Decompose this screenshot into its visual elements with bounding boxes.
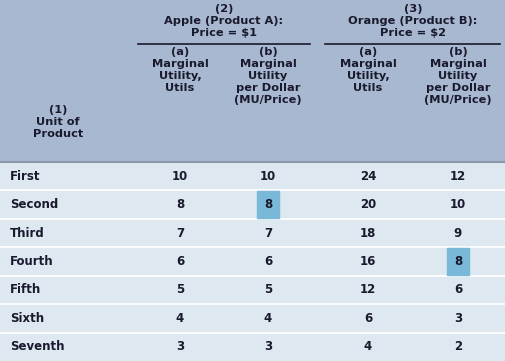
Text: (MU/Price): (MU/Price) [234,95,301,105]
Text: (a): (a) [358,47,376,57]
Text: 6: 6 [263,255,272,268]
Bar [0,162,505,361]
Text: Utils: Utils [352,83,382,93]
Text: 2: 2 [453,340,461,353]
Text: 6: 6 [363,312,371,325]
Text: Fifth: Fifth [10,283,41,296]
Text: 16: 16 [359,255,375,268]
Text: 4: 4 [263,312,272,325]
Text: 4: 4 [363,340,371,353]
Text: Product: Product [33,129,83,139]
Text: 10: 10 [449,198,465,211]
Text: 6: 6 [176,255,184,268]
Text: 18: 18 [359,227,375,240]
Text: Apple (Product A):: Apple (Product A): [164,16,283,26]
Bar [257,191,278,218]
Text: Utility,: Utility, [158,71,201,81]
Text: Utility: Utility [437,71,477,81]
Text: 24: 24 [359,170,375,183]
Text: (b): (b) [258,47,277,57]
Text: Marginal: Marginal [339,59,395,69]
Text: Fourth: Fourth [10,255,54,268]
Text: (1): (1) [48,105,67,115]
Text: (2): (2) [215,4,233,14]
Text: (3): (3) [403,4,421,14]
Text: Marginal: Marginal [152,59,208,69]
Bar [446,248,468,275]
Text: 9: 9 [453,227,461,240]
Text: 6: 6 [453,283,461,296]
Text: 3: 3 [453,312,461,325]
Text: (a): (a) [171,47,189,57]
Text: Price = $1: Price = $1 [190,28,257,38]
Text: Utility,: Utility, [346,71,389,81]
Text: 10: 10 [172,170,188,183]
Text: Price = $2: Price = $2 [379,28,445,38]
Text: Unit of: Unit of [36,117,80,127]
Text: Utility: Utility [248,71,287,81]
Text: 12: 12 [449,170,465,183]
Text: 12: 12 [359,283,375,296]
Text: Orange (Product B):: Orange (Product B): [347,16,477,26]
Text: 8: 8 [176,198,184,211]
Text: per Dollar: per Dollar [235,83,299,93]
Text: 4: 4 [176,312,184,325]
Text: Third: Third [10,227,44,240]
Text: 5: 5 [176,283,184,296]
Text: Utils: Utils [165,83,194,93]
Text: Sixth: Sixth [10,312,44,325]
Text: Marginal: Marginal [239,59,296,69]
Text: per Dollar: per Dollar [425,83,489,93]
Text: 5: 5 [263,283,272,296]
Text: Seventh: Seventh [10,340,64,353]
Text: First: First [10,170,40,183]
Text: 10: 10 [260,170,276,183]
Text: 20: 20 [359,198,375,211]
Text: 8: 8 [453,255,461,268]
Text: Second: Second [10,198,58,211]
Text: 3: 3 [176,340,184,353]
Text: (MU/Price): (MU/Price) [423,95,491,105]
Text: (b): (b) [448,47,467,57]
Text: 8: 8 [263,198,272,211]
Text: 3: 3 [264,340,272,353]
Text: 7: 7 [264,227,272,240]
Text: Marginal: Marginal [429,59,485,69]
Text: 7: 7 [176,227,184,240]
